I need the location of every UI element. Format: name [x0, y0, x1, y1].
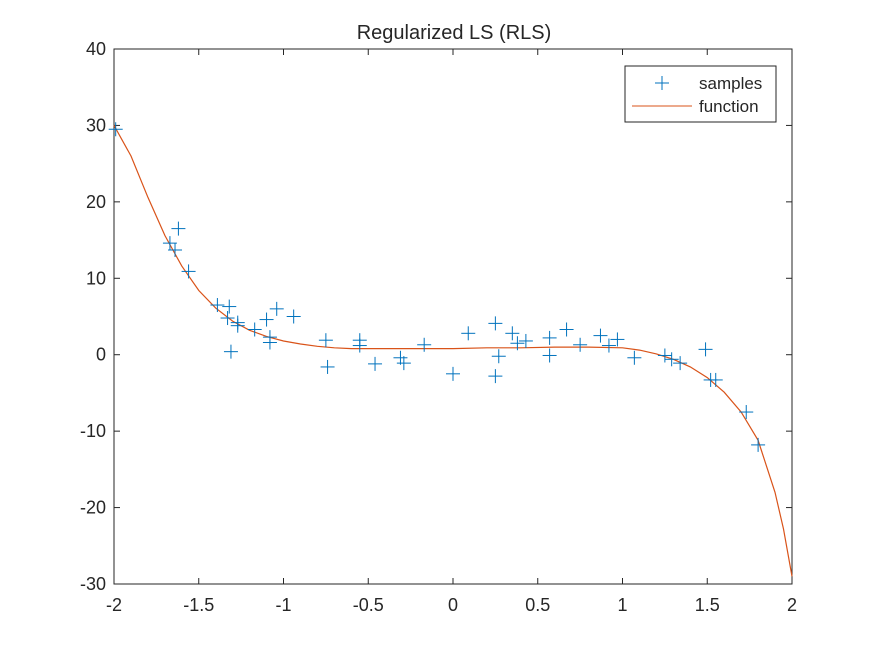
sample-point [168, 243, 183, 258]
y-tick-label: -10 [80, 421, 106, 441]
sample-point [593, 328, 608, 343]
sample-point [505, 326, 520, 341]
y-tick-label: 10 [86, 268, 106, 288]
sample-point [417, 337, 432, 352]
sample-point [368, 356, 383, 371]
sample-point [446, 366, 460, 381]
sample-point [698, 342, 713, 357]
sample-point [247, 322, 262, 337]
sample-point [488, 369, 503, 384]
sample-point [751, 437, 766, 452]
y-tick-label: -20 [80, 498, 106, 518]
x-tick-label: -0.5 [353, 595, 384, 615]
y-tick-label: 20 [86, 192, 106, 212]
sample-point [601, 338, 616, 353]
sample-point [573, 337, 588, 352]
sample-point [181, 264, 196, 279]
sample-point [230, 315, 245, 330]
sample-point [269, 301, 284, 316]
y-tick-label: 40 [86, 39, 106, 59]
sample-point [510, 336, 525, 351]
x-tick-label: -2 [106, 595, 122, 615]
x-tick-label: 2 [787, 595, 797, 615]
y-tick-label: -30 [80, 574, 106, 594]
legend-box [624, 65, 777, 123]
sample-point [352, 333, 367, 348]
sample-point [222, 299, 237, 314]
x-tick-label: 1 [617, 595, 627, 615]
plot-area: -2 -1.5 -1 -0.5 0 0.5 1 1.5 2 40 30 20 10 0 -10 -20 -30 [80, 39, 797, 615]
sample-point [542, 330, 557, 345]
sample-point [610, 332, 625, 347]
chart-title: Regularized LS (RLS) [357, 22, 552, 44]
sample-point [396, 356, 411, 371]
sample-point [318, 333, 333, 348]
sample-point [559, 322, 574, 337]
sample-point [627, 350, 642, 365]
sample-point [320, 359, 335, 374]
sample-point [262, 335, 277, 350]
sample-point [286, 309, 301, 324]
sample-point [491, 349, 506, 364]
x-tick-label: -1 [275, 595, 291, 615]
sample-point [518, 333, 533, 348]
sample-point [657, 348, 672, 363]
x-tick-label: 0 [448, 595, 458, 615]
ticks-layer: -2 -1.5 -1 -0.5 0 0.5 1 1.5 2 40 30 20 10 0 -10 -20 -30 [80, 39, 797, 615]
legend-samples-label: samples [699, 74, 762, 93]
sample-point [708, 372, 723, 387]
sample-point [108, 122, 123, 137]
sample-point [223, 344, 238, 359]
x-tick-label: 0.5 [525, 595, 550, 615]
sample-point [542, 348, 557, 363]
sample-point [673, 356, 688, 371]
y-tick-label: 30 [86, 115, 106, 135]
sample-point [259, 312, 274, 327]
legend: samples function [624, 65, 777, 123]
legend-function-label: function [699, 97, 759, 116]
sample-point [461, 326, 476, 341]
y-tick-label: 0 [96, 345, 106, 365]
sample-point [664, 352, 679, 367]
x-tick-label: -1.5 [183, 595, 214, 615]
sample-point [171, 221, 186, 236]
axes-box [113, 48, 793, 585]
sample-point [488, 316, 503, 331]
sample-point [739, 405, 754, 420]
sample-point [220, 311, 235, 326]
sample-point [210, 298, 225, 313]
legend-samples-marker [655, 76, 669, 90]
sample-point [393, 350, 408, 365]
x-tick-label: 1.5 [695, 595, 720, 615]
samples-layer [108, 122, 766, 452]
